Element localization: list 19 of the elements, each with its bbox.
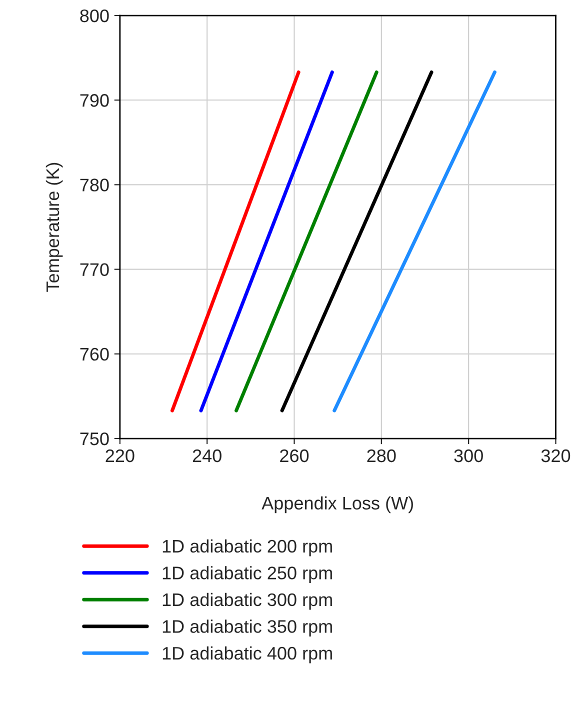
legend-label: 1D adiabatic 350 rpm [162, 620, 332, 636]
x-tick-label: 280 [367, 449, 396, 462]
legend-label: 1D adiabatic 200 rpm [162, 539, 332, 556]
x-tick-label: 260 [280, 449, 309, 462]
x-tick-label: 240 [192, 449, 222, 462]
x-axis-title: Appendix Loss (W) [262, 496, 413, 514]
legend-label: 1D adiabatic 250 rpm [162, 566, 332, 583]
y-axis-title: Temperature (K) [46, 162, 63, 292]
legend-label: 1D adiabatic 300 rpm [162, 592, 332, 610]
y-tick-label: 750 [80, 432, 109, 446]
x-tick-label: 220 [106, 449, 134, 462]
y-tick-label: 800 [80, 9, 109, 22]
x-tick-label: 300 [454, 449, 483, 462]
x-tick-label: 320 [541, 449, 570, 462]
y-tick-label: 770 [80, 263, 109, 276]
legend-label: 1D adiabatic 400 rpm [162, 646, 332, 664]
y-tick-label: 760 [80, 348, 109, 361]
y-tick-label: 780 [80, 178, 109, 192]
y-tick-label: 790 [80, 94, 109, 107]
